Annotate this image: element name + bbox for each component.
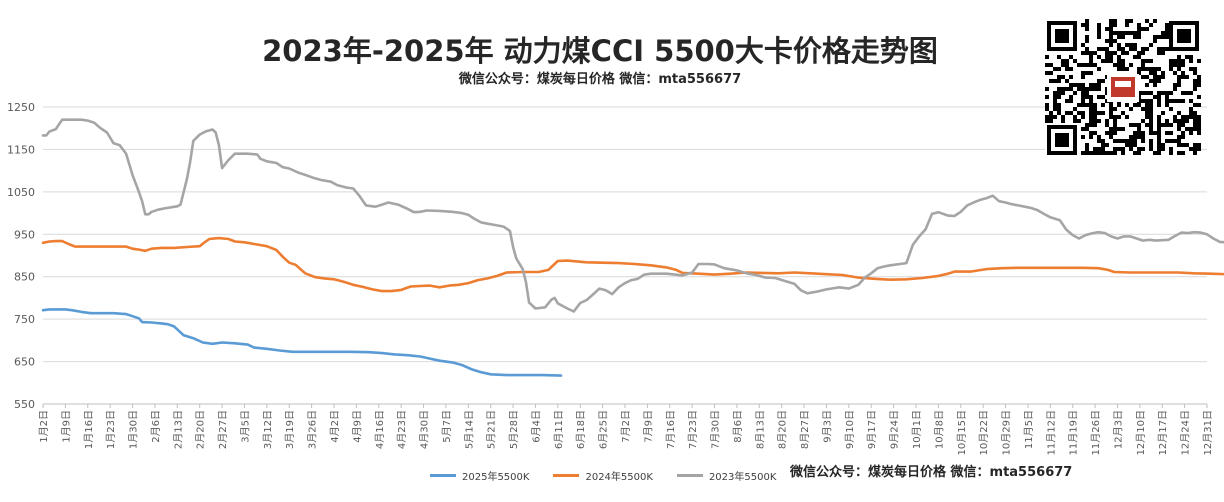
- x-tick-label: 12月31日: [1202, 410, 1214, 455]
- x-tick-label: 6月4日: [530, 410, 542, 443]
- x-tick-label: 6月11日: [553, 410, 565, 449]
- axes: [42, 403, 1208, 408]
- x-tick-label: 12月10日: [1135, 410, 1147, 455]
- x-tick-label: 2月20日: [195, 410, 207, 449]
- y-tick-label: 850: [14, 271, 35, 284]
- x-tick-label: 10月29日: [1001, 410, 1013, 455]
- x-tick-label: 11月12日: [1045, 410, 1057, 455]
- x-tick-label: 10月1日: [911, 410, 923, 449]
- x-tick-label: 8月13日: [754, 410, 766, 449]
- x-tick-label: 7月23日: [687, 410, 699, 449]
- footer-contact-note: 微信公众号：煤炭每日价格 微信：mta556677: [790, 465, 1073, 480]
- y-tick-label: 1050: [7, 186, 35, 199]
- x-tick-label: 4月2日: [329, 410, 341, 443]
- x-tick-label: 9月17日: [866, 410, 878, 449]
- x-tick-label: 1月16日: [83, 410, 95, 449]
- x-tick-label: 5月14日: [463, 410, 475, 449]
- x-tick-label: 10月15日: [956, 410, 968, 455]
- legend-swatch-2023: [676, 474, 703, 477]
- x-tick-label: 12月24日: [1180, 410, 1192, 455]
- legend-swatch-2024: [553, 474, 580, 477]
- x-tick-label: 5月28日: [508, 410, 520, 449]
- x-tick-label: 3月5日: [239, 410, 251, 443]
- series-lines: [41, 118, 1224, 377]
- x-tick-label: 4月9日: [351, 410, 363, 443]
- chart-subtitle: 微信公众号：煤炭每日价格 微信：mta556677: [458, 72, 742, 87]
- qr-code-icon: [1045, 19, 1201, 157]
- chart-title: 2023年-2025年 动力煤CCI 5500大卡价格走势图: [262, 34, 938, 68]
- x-tick-label: 1月2日: [38, 410, 50, 443]
- x-tick-label: 3月19日: [284, 410, 296, 449]
- y-tick-labels: 550 650 750 850 950 1050 1150 1250: [7, 101, 35, 411]
- x-tick-label: 9月10日: [844, 410, 856, 449]
- y-tick-label: 550: [14, 398, 35, 411]
- x-tick-label: 4月30日: [419, 410, 431, 449]
- x-tick-label: 1月9日: [60, 410, 72, 443]
- y-tick-label: 650: [14, 356, 35, 369]
- y-tick-label: 750: [14, 313, 35, 326]
- x-tick-label: 12月3日: [1112, 410, 1124, 449]
- legend-item-2023: 2023年5500K: [676, 468, 777, 483]
- legend-label-2024: 2024年5500K: [585, 472, 653, 483]
- x-tick-label: 11月5日: [1023, 410, 1035, 449]
- x-tick-label: 7月30日: [710, 410, 722, 449]
- x-tick-label: 11月26日: [1090, 410, 1102, 455]
- legend-swatch-2025: [430, 474, 456, 477]
- series-line-2024年5500K: [41, 236, 1224, 293]
- x-tick-label: 9月24日: [889, 410, 901, 449]
- x-tick-label: 9月3日: [821, 410, 833, 443]
- x-tick-label: 8月20日: [777, 410, 789, 449]
- x-tick-label: 7月9日: [642, 410, 654, 443]
- x-tick-label: 2月27日: [217, 410, 229, 449]
- x-tick-label: 2月6日: [150, 410, 162, 443]
- x-tick-label: 11月19日: [1068, 410, 1080, 455]
- series-line-2023年5500K: [41, 118, 1224, 313]
- x-tick-label: 5月21日: [486, 410, 498, 449]
- x-tick-label: 7月2日: [620, 410, 632, 443]
- x-tick-label: 8月27日: [799, 410, 811, 449]
- y-tick-label: 1250: [7, 101, 35, 114]
- legend-item-2025: 2025年5500K: [430, 468, 529, 483]
- series-line-2025年5500K: [41, 308, 563, 377]
- x-tick-label: 1月30日: [128, 410, 140, 449]
- x-tick-label: 1月23日: [105, 410, 117, 449]
- x-tick-label: 6月25日: [598, 410, 610, 449]
- x-tick-label: 12月17日: [1157, 410, 1169, 455]
- y-tick-label: 950: [14, 228, 35, 241]
- legend-label-2023: 2023年5500K: [708, 472, 777, 483]
- legend-label-2025: 2025年5500K: [462, 472, 530, 483]
- y-tick-label: 1150: [7, 143, 35, 156]
- x-tick-label: 2月13日: [172, 410, 184, 449]
- x-tick-label: 5月7日: [441, 410, 453, 443]
- x-tick-label: 6月18日: [575, 410, 587, 449]
- x-tick-label: 10月8日: [933, 410, 945, 449]
- x-tick-label: 3月26日: [307, 410, 319, 449]
- legend-item-2024: 2024年5500K: [553, 468, 653, 483]
- x-tick-label: 4月16日: [374, 410, 386, 449]
- chart-legend: 2025年5500K 2024年5500K 2023年5500K: [430, 468, 776, 483]
- x-tick-label: 4月23日: [396, 410, 408, 449]
- x-tick-label: 7月16日: [665, 410, 677, 449]
- gridlines: [43, 106, 1207, 405]
- x-tick-label: 3月12日: [262, 410, 274, 449]
- x-tick-label: 8月6日: [732, 410, 744, 443]
- x-tick-labels: 1月2日 1月9日 1月16日 1月23日 1月30日 2月6日 2月13日 2月20日 2月2…: [38, 410, 1214, 455]
- x-tick-label: 10月22日: [978, 410, 990, 455]
